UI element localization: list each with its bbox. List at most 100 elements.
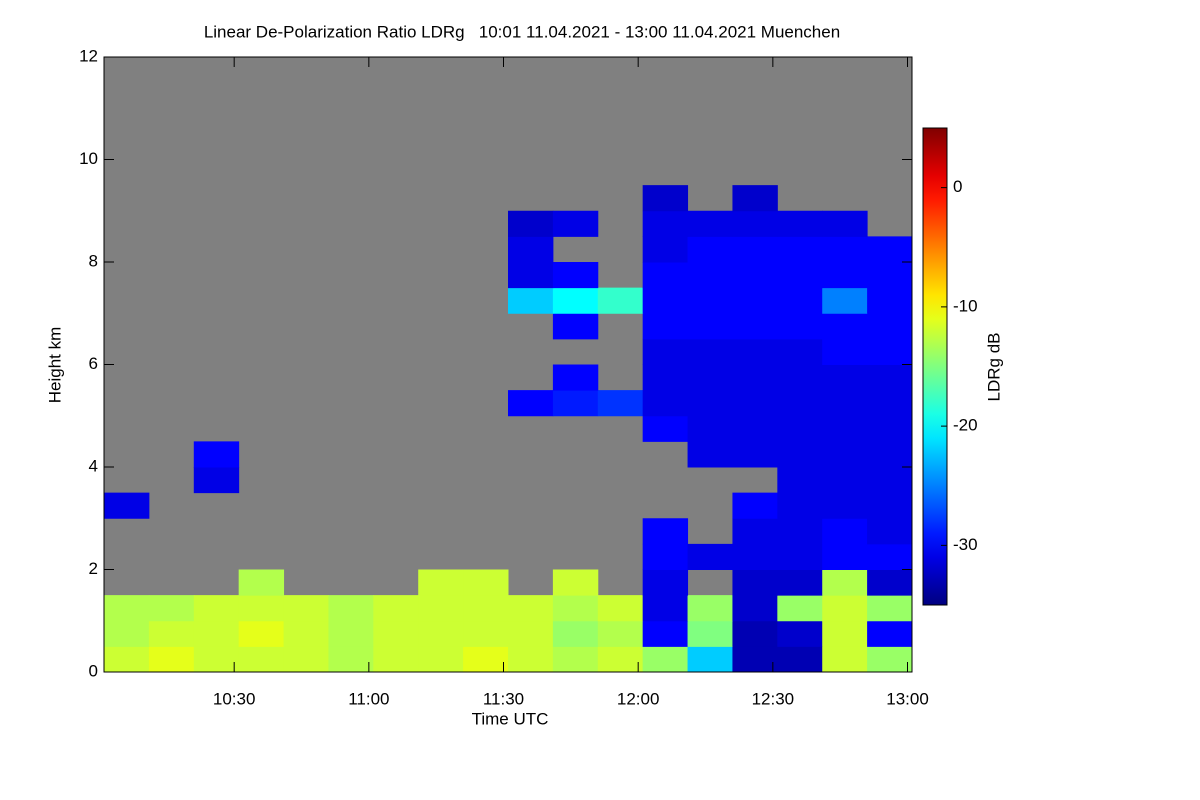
heatmap-cell <box>777 518 823 545</box>
heatmap-cell <box>238 569 285 596</box>
x-tick-label: 13:00 <box>886 689 929 708</box>
x-tick-label: 11:30 <box>483 689 524 708</box>
heatmap-cell <box>418 646 464 673</box>
heatmap-cell <box>597 287 644 314</box>
heatmap-cell <box>193 441 240 468</box>
heatmap-cell <box>687 236 733 263</box>
heatmap-cell <box>328 595 374 622</box>
heatmap-cell <box>642 364 689 391</box>
heatmap-cell <box>104 620 150 647</box>
heatmap-cell <box>418 595 464 622</box>
heatmap-cell <box>597 390 644 417</box>
heatmap-cell <box>373 595 419 622</box>
heatmap-cell <box>867 287 913 314</box>
heatmap-cell <box>777 441 823 468</box>
heatmap-cell <box>687 364 733 391</box>
x-tick-label: 12:00 <box>617 689 660 708</box>
heatmap-cell <box>867 441 913 468</box>
heatmap-cell <box>642 236 689 263</box>
heatmap-cell <box>373 620 419 647</box>
heatmap-cell <box>777 467 823 494</box>
heatmap-cell <box>687 646 733 673</box>
heatmap-cell <box>642 185 689 212</box>
heatmap-cell <box>777 646 823 673</box>
heatmap-cell <box>283 620 329 647</box>
y-tick-label: 8 <box>89 251 98 270</box>
heatmap-cell <box>822 262 868 289</box>
heatmap-cell <box>373 646 419 673</box>
colorbar-tick-label: -30 <box>953 535 978 554</box>
heatmap-cell <box>687 441 733 468</box>
heatmap-cell <box>597 620 644 647</box>
heatmap-cell <box>867 338 913 365</box>
heatmap-cell <box>732 441 778 468</box>
heatmap-cell <box>193 595 240 622</box>
heatmap-cell <box>552 313 599 340</box>
heatmap-cell <box>238 595 285 622</box>
heatmap-cell <box>642 569 689 596</box>
heatmap-cell <box>687 415 733 442</box>
heatmap-cell <box>822 441 868 468</box>
heatmap-cell <box>822 543 868 570</box>
heatmap-cell <box>777 390 823 417</box>
heatmap-cell <box>597 646 644 673</box>
heatmap-cell <box>867 262 913 289</box>
heatmap-cell <box>732 338 778 365</box>
heatmap-cell <box>642 646 689 673</box>
heatmap-cell <box>552 620 599 647</box>
heatmap-cell <box>732 518 778 545</box>
heatmap-cell <box>508 287 554 314</box>
heatmap-cell <box>552 390 599 417</box>
heatmap-cell <box>328 646 374 673</box>
heatmap-cell <box>867 236 913 263</box>
heatmap-cell <box>822 210 868 237</box>
heatmap-cell <box>867 518 913 545</box>
heatmap-cell <box>777 492 823 519</box>
heatmap-cell <box>777 415 823 442</box>
heatmap-cell <box>777 313 823 340</box>
y-tick-label: 10 <box>79 149 98 168</box>
heatmap-cell <box>642 390 689 417</box>
heatmap-cell <box>777 262 823 289</box>
heatmap-cell <box>193 467 240 494</box>
x-tick-label: 11:00 <box>348 689 389 708</box>
heatmap-cell <box>867 415 913 442</box>
heatmap-cell <box>148 646 195 673</box>
heatmap-cell <box>687 543 733 570</box>
heatmap-cell <box>777 236 823 263</box>
heatmap-cell <box>642 518 689 545</box>
heatmap-cell <box>777 364 823 391</box>
heatmap-cell <box>418 569 464 596</box>
heatmap-cell <box>867 620 913 647</box>
x-tick-label: 10:30 <box>213 689 256 708</box>
heatmap-cell <box>777 543 823 570</box>
heatmap-cell <box>238 620 285 647</box>
heatmap-cell <box>732 415 778 442</box>
colorbar-tick-label: 0 <box>953 177 962 196</box>
heatmap-cell <box>642 620 689 647</box>
heatmap-cell <box>687 338 733 365</box>
y-tick-label: 4 <box>89 456 98 475</box>
y-tick-label: 2 <box>89 559 98 578</box>
heatmap-cell <box>687 313 733 340</box>
heatmap-cell <box>463 620 509 647</box>
heatmap-cell <box>822 569 868 596</box>
heatmap-cell <box>642 415 689 442</box>
heatmap-cell <box>687 262 733 289</box>
heatmap-cell <box>642 210 689 237</box>
heatmap-cell <box>552 364 599 391</box>
heatmap-cell <box>238 646 285 673</box>
heatmap-cell <box>687 287 733 314</box>
heatmap-cell <box>867 569 913 596</box>
heatmap-cell <box>418 620 464 647</box>
heatmap-cell <box>867 390 913 417</box>
heatmap-cell <box>822 492 868 519</box>
heatmap-cell <box>822 415 868 442</box>
heatmap-cell <box>732 262 778 289</box>
heatmap-cell <box>508 210 554 237</box>
y-tick-label: 0 <box>89 661 98 680</box>
heatmap-cell <box>732 236 778 263</box>
heatmap-cell <box>732 185 778 212</box>
heatmap-cell <box>822 620 868 647</box>
